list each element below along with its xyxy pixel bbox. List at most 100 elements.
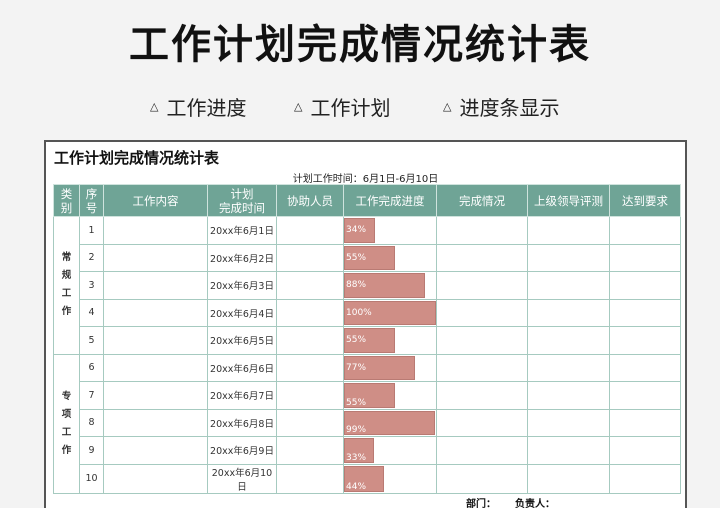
header-review: 上级领导评测 (527, 184, 610, 217)
table-row[interactable]: 10 20xx年6月10日 44% (54, 463, 681, 494)
category-cell: 专项工作 (53, 353, 80, 494)
progress-label: 77% (346, 362, 367, 373)
progress-cell[interactable]: 55% (343, 381, 437, 410)
progress-cell[interactable]: 55% (343, 243, 437, 272)
table-row[interactable]: 5 20xx年6月5日 55% (54, 326, 681, 355)
assist-cell[interactable] (276, 381, 344, 410)
review-cell[interactable] (527, 381, 610, 410)
target-cell[interactable] (609, 381, 681, 410)
review-cell[interactable] (527, 271, 610, 300)
target-cell[interactable] (609, 271, 681, 300)
date-cell[interactable]: 20xx年6月5日 (207, 326, 277, 355)
target-cell[interactable] (609, 243, 681, 272)
progress-cell[interactable]: 55% (343, 326, 437, 355)
review-cell[interactable] (527, 463, 610, 494)
assist-cell[interactable] (276, 298, 344, 327)
progress-cell[interactable]: 33% (343, 436, 437, 465)
seq-cell[interactable]: 4 (79, 298, 104, 327)
feature-label: 工作进度 (166, 96, 247, 120)
progress-cell[interactable]: 34% (343, 216, 437, 245)
review-cell[interactable] (527, 436, 610, 465)
table-row[interactable]: 2 20xx年6月2日 55% (54, 243, 681, 272)
content-cell[interactable] (103, 436, 208, 465)
seq-cell[interactable]: 10 (79, 463, 104, 494)
table-row[interactable]: 9 20xx年6月9日 33% (54, 436, 681, 465)
assist-cell[interactable] (276, 216, 344, 245)
assist-cell[interactable] (276, 463, 344, 494)
date-cell[interactable]: 20xx年6月4日 (207, 298, 277, 327)
seq-cell[interactable]: 8 (79, 408, 104, 437)
table-row[interactable]: 常规工作 1 20xx年6月1日 34% (53, 216, 681, 355)
table-row[interactable]: 3 20xx年6月3日 88% (54, 271, 681, 300)
review-cell[interactable] (527, 408, 610, 437)
date-cell[interactable]: 20xx年6月9日 (207, 436, 277, 465)
table-row[interactable]: 7 20xx年6月7日 55% (54, 381, 681, 410)
triangle-bullet-icon: △ (150, 100, 159, 113)
target-cell[interactable] (609, 353, 681, 382)
target-cell[interactable] (609, 463, 681, 494)
status-cell[interactable] (436, 298, 528, 327)
date-cell[interactable]: 20xx年6月7日 (207, 381, 277, 410)
header-assist: 协助人员 (276, 184, 344, 217)
date-cell[interactable]: 20xx年6月6日 (207, 353, 277, 382)
review-cell[interactable] (527, 326, 610, 355)
progress-label: 34% (346, 225, 367, 236)
header-row: 类别 序号 工作内容 计划 完成时间 协助人员 工作完成进度 完成情况 上级领导评… (53, 184, 681, 217)
content-cell[interactable] (103, 408, 208, 437)
date-cell[interactable]: 20xx年6月8日 (207, 408, 277, 437)
assist-cell[interactable] (276, 326, 344, 355)
seq-cell[interactable]: 6 (79, 353, 104, 382)
assist-cell[interactable] (276, 271, 344, 300)
table-row[interactable]: 4 20xx年6月4日 100% (54, 298, 681, 327)
content-cell[interactable] (103, 381, 208, 410)
content-cell[interactable] (103, 271, 208, 300)
progress-cell[interactable]: 99% (343, 408, 437, 437)
seq-cell[interactable]: 5 (79, 326, 104, 355)
content-cell[interactable] (103, 243, 208, 272)
assist-cell[interactable] (276, 243, 344, 272)
target-cell[interactable] (609, 408, 681, 437)
content-cell[interactable] (103, 216, 208, 245)
target-cell[interactable] (609, 436, 681, 465)
review-cell[interactable] (527, 298, 610, 327)
assist-cell[interactable] (276, 436, 344, 465)
status-cell[interactable] (436, 463, 528, 494)
status-cell[interactable] (436, 436, 528, 465)
progress-cell[interactable]: 88% (343, 271, 437, 300)
table-row[interactable]: 8 20xx年6月8日 99% (54, 408, 681, 437)
status-cell[interactable] (436, 353, 528, 382)
seq-cell[interactable]: 7 (79, 381, 104, 410)
review-cell[interactable] (527, 353, 610, 382)
content-cell[interactable] (103, 353, 208, 382)
progress-cell[interactable]: 100% (343, 298, 437, 327)
status-cell[interactable] (436, 408, 528, 437)
content-cell[interactable] (103, 298, 208, 327)
target-cell[interactable] (609, 216, 681, 245)
assist-cell[interactable] (276, 353, 344, 382)
date-cell[interactable]: 20xx年6月3日 (207, 271, 277, 300)
seq-cell[interactable]: 2 (79, 243, 104, 272)
content-cell[interactable] (103, 463, 208, 494)
status-cell[interactable] (436, 216, 528, 245)
seq-cell[interactable]: 9 (79, 436, 104, 465)
review-cell[interactable] (527, 216, 610, 245)
table-row[interactable]: 专项工作 6 20xx年6月6日 77% (53, 353, 681, 494)
seq-cell[interactable]: 3 (79, 271, 104, 300)
feature-item: △ 工作进度 (150, 92, 246, 121)
seq-cell[interactable]: 1 (79, 216, 104, 245)
review-cell[interactable] (527, 243, 610, 272)
status-cell[interactable] (436, 243, 528, 272)
progress-bar (344, 328, 395, 353)
progress-cell[interactable]: 77% (343, 353, 437, 382)
content-cell[interactable] (103, 326, 208, 355)
target-cell[interactable] (609, 298, 681, 327)
status-cell[interactable] (436, 271, 528, 300)
assist-cell[interactable] (276, 408, 344, 437)
date-cell[interactable]: 20xx年6月2日 (207, 243, 277, 272)
status-cell[interactable] (436, 326, 528, 355)
progress-cell[interactable]: 44% (343, 463, 437, 494)
status-cell[interactable] (436, 381, 528, 410)
target-cell[interactable] (609, 326, 681, 355)
date-cell[interactable]: 20xx年6月10日 (207, 463, 277, 494)
date-cell[interactable]: 20xx年6月1日 (207, 216, 277, 245)
